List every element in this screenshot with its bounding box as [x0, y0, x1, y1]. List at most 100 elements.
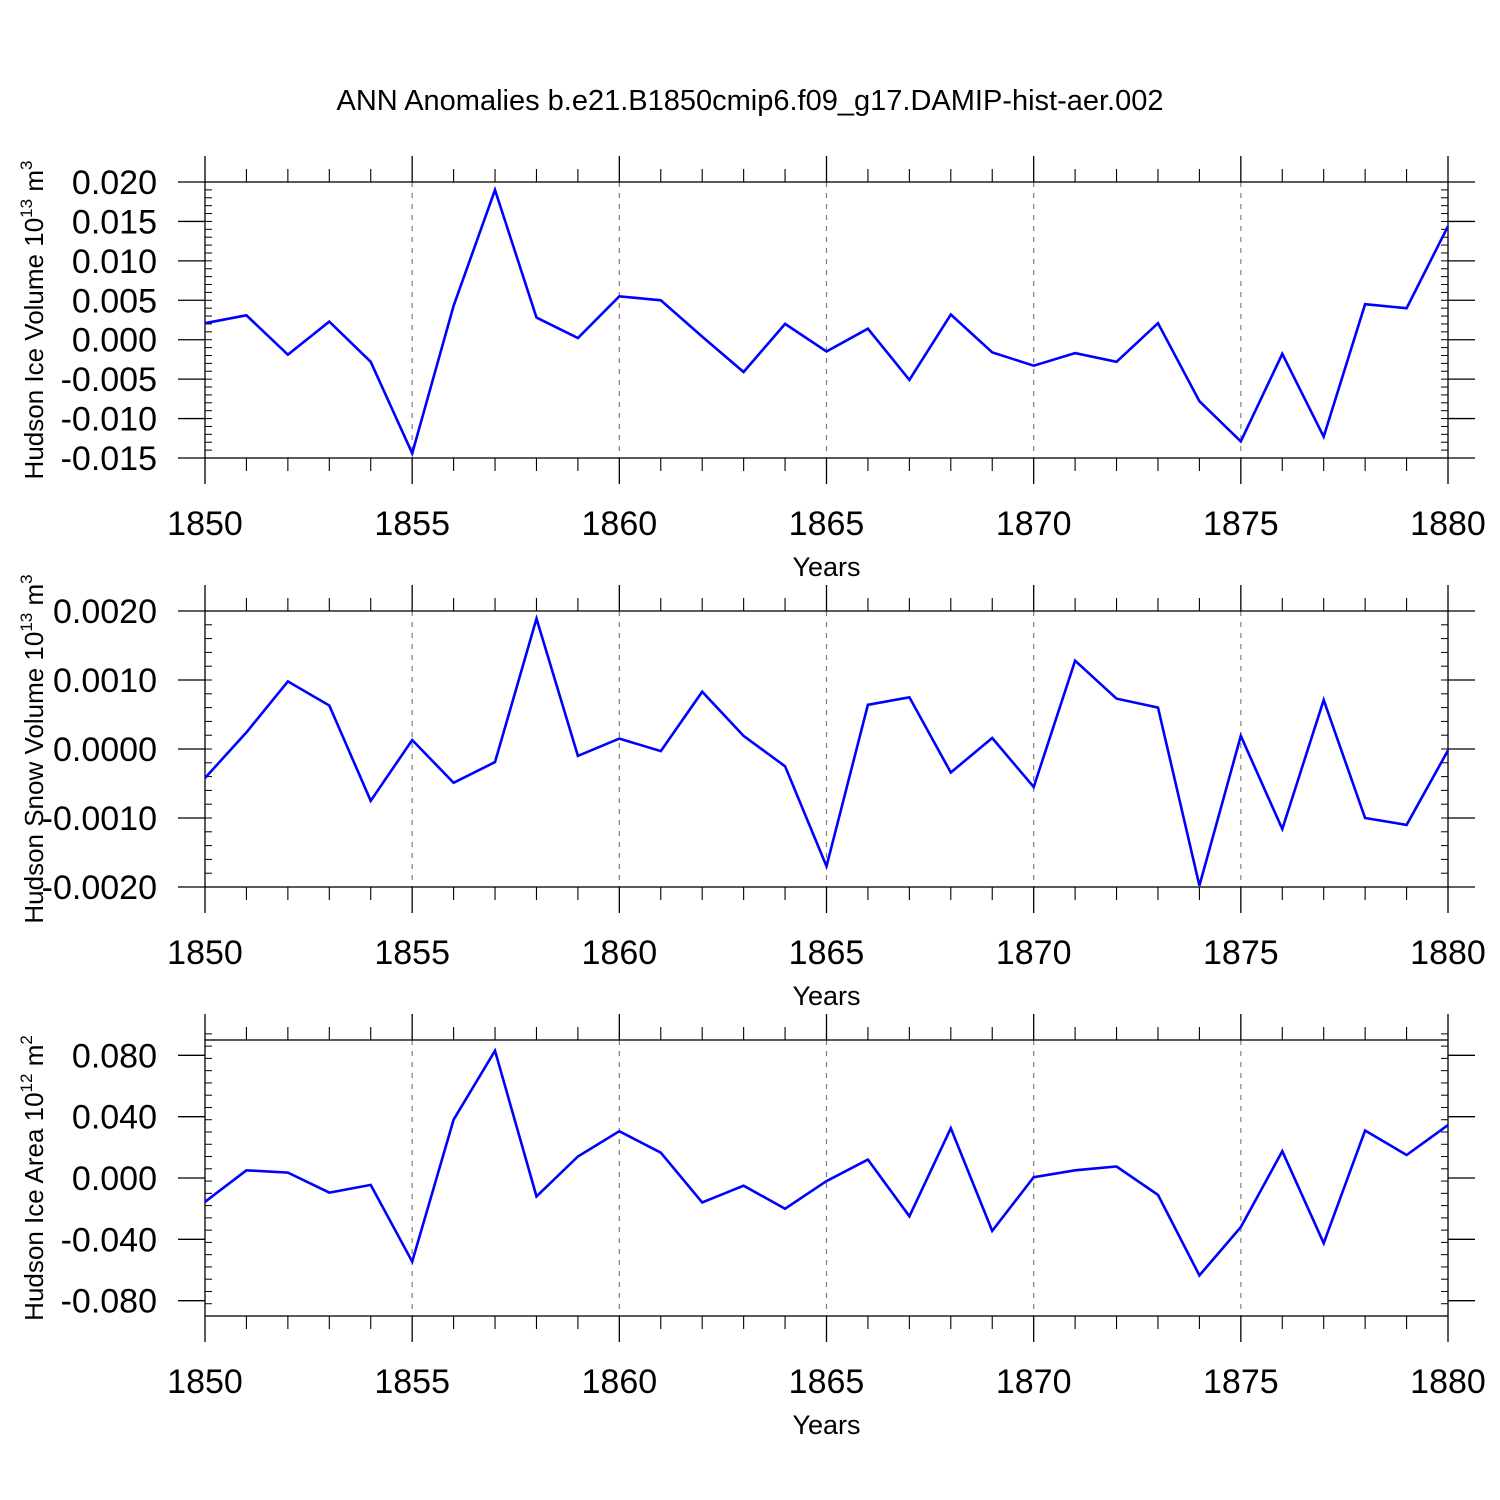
- data-point: [1032, 364, 1036, 368]
- y-tick-label: 0.0000: [53, 731, 157, 769]
- data-point: [949, 312, 953, 316]
- data-point: [493, 760, 497, 764]
- y-tick-label: 0.015: [72, 203, 157, 241]
- data-point: [203, 1200, 207, 1204]
- data-point: [1280, 352, 1284, 356]
- y-tick-label: -0.005: [61, 361, 157, 399]
- x-tick-label: 1850: [167, 934, 243, 972]
- data-point: [783, 322, 787, 326]
- x-tick-label: 1860: [582, 505, 658, 543]
- data-point: [286, 679, 290, 683]
- data-point: [990, 350, 994, 354]
- data-point: [452, 1118, 456, 1122]
- data-point: [244, 730, 248, 734]
- x-tick-label: 1880: [1410, 1363, 1486, 1401]
- data-point: [1156, 1193, 1160, 1197]
- data-point: [534, 316, 538, 320]
- data-point: [1073, 1168, 1077, 1172]
- data-point: [286, 353, 290, 357]
- data-point: [1446, 224, 1450, 228]
- data-point: [1322, 698, 1326, 702]
- x-tick-label: 1870: [996, 505, 1072, 543]
- data-point: [825, 864, 829, 868]
- data-point: [534, 1194, 538, 1198]
- x-tick-label: 1865: [789, 1363, 865, 1401]
- data-point: [1032, 785, 1036, 789]
- data-point: [244, 1168, 248, 1172]
- y-axis-label: Hudson Ice Volume 1013 m3: [17, 161, 49, 480]
- data-point: [700, 690, 704, 694]
- data-point: [1073, 659, 1077, 663]
- data-point: [369, 1183, 373, 1187]
- series-line: [204, 1047, 1449, 1278]
- x-tick-label: 1870: [996, 1363, 1072, 1401]
- y-tick-label: -0.080: [61, 1283, 157, 1321]
- x-tick-label: 1855: [374, 505, 450, 543]
- y-tick-label: -0.040: [61, 1221, 157, 1259]
- data-point: [1156, 321, 1160, 325]
- data-point: [1363, 1128, 1367, 1132]
- data-point: [1405, 823, 1409, 827]
- data-point: [369, 799, 373, 803]
- figure-title: ANN Anomalies b.e21.B1850cmip6.f09_g17.D…: [337, 85, 1164, 117]
- data-point: [907, 378, 911, 382]
- data-point: [1032, 1175, 1036, 1179]
- data-point: [990, 1229, 994, 1233]
- data-point: [452, 304, 456, 308]
- data-point: [1363, 816, 1367, 820]
- y-tick-label: -0.0010: [42, 800, 157, 838]
- x-tick-label: 1875: [1203, 934, 1279, 972]
- data-point: [1239, 439, 1243, 443]
- y-tick-label: -0.0020: [42, 869, 157, 907]
- panel-1: -0.015-0.010-0.0050.0000.0050.0100.0150.…: [17, 156, 1486, 582]
- data-point: [742, 734, 746, 738]
- y-tick-label: -0.015: [61, 440, 157, 478]
- y-tick-label: 0.020: [72, 164, 157, 202]
- y-axis-label-text: Hudson Ice Volume 10: [19, 218, 49, 480]
- data-point: [576, 336, 580, 340]
- data-point: [659, 1151, 663, 1155]
- data-point: [617, 737, 621, 741]
- data-point: [783, 1207, 787, 1211]
- data-point: [1073, 351, 1077, 355]
- data-point: [327, 320, 331, 324]
- data-point: [203, 776, 207, 780]
- x-tick-label: 1855: [374, 1363, 450, 1401]
- data-point: [452, 781, 456, 785]
- y-axis-label-unit: m: [19, 170, 49, 199]
- data-point: [659, 298, 663, 302]
- data-point: [203, 321, 207, 325]
- data-point: [327, 704, 331, 708]
- data-point: [700, 1201, 704, 1205]
- data-point: [410, 451, 414, 455]
- y-axis-label-exponent: 13: [17, 199, 36, 218]
- y-axis-label-text: Hudson Ice Area 10: [19, 1092, 49, 1320]
- data-point: [617, 1129, 621, 1133]
- x-tick-label: 1875: [1203, 505, 1279, 543]
- data-point: [907, 1214, 911, 1218]
- x-axis-label: Years: [792, 981, 860, 1011]
- y-axis-label-text: Hudson Snow Volume 10: [19, 632, 49, 924]
- data-point: [907, 695, 911, 699]
- data-point: [825, 1179, 829, 1183]
- data-point: [534, 617, 538, 621]
- y-axis-label-exponent: 13: [17, 613, 36, 632]
- data-point: [783, 764, 787, 768]
- data-point: [1239, 1225, 1243, 1229]
- series-line: [204, 614, 1450, 886]
- data-point: [1405, 1153, 1409, 1157]
- data-point: [990, 736, 994, 740]
- data-point: [493, 1049, 497, 1053]
- x-axis-label: Years: [792, 552, 860, 582]
- x-tick-label: 1855: [374, 934, 450, 972]
- y-axis-label-unit-exponent: 3: [17, 161, 36, 170]
- x-tick-label: 1860: [582, 1363, 658, 1401]
- x-tick-label: 1865: [789, 934, 865, 972]
- data-point: [1280, 827, 1284, 831]
- data-point: [742, 1184, 746, 1188]
- data-point: [1156, 706, 1160, 710]
- y-axis-label-exponent: 12: [17, 1074, 36, 1093]
- panel-3: -0.080 -0.040 0.000 0.040 0.080 1850 1855 1860 1…: [17, 1014, 1486, 1440]
